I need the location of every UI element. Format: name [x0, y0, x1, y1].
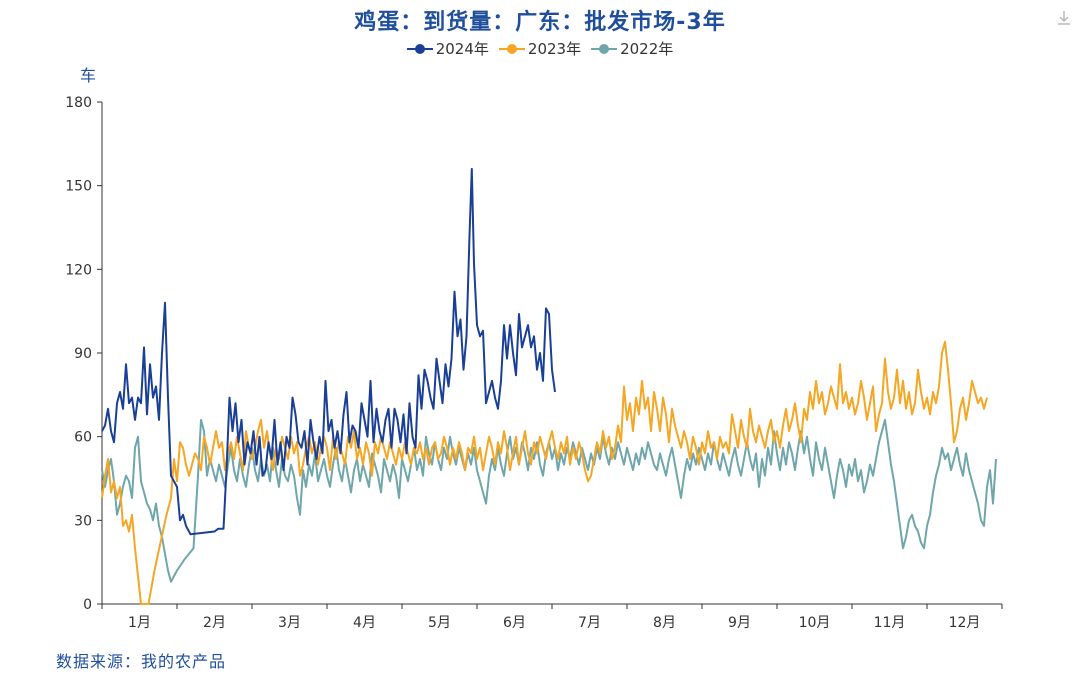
x-tick-label: 2月 [203, 615, 226, 631]
x-tick-label: 5月 [428, 615, 451, 631]
x-tick-label: 3月 [278, 615, 301, 631]
y-tick-label: 30 [74, 513, 92, 529]
x-tick-label: 9月 [728, 615, 751, 631]
y-tick-label: 180 [65, 95, 92, 111]
legend-label-2022: 2022年 [620, 40, 674, 58]
data-source-note: 数据来源：我的农产品 [56, 652, 227, 671]
x-tick-label: 7月 [578, 615, 601, 631]
y-axis-unit-label: 车 [80, 66, 97, 85]
legend-label-2023: 2023年 [527, 40, 582, 58]
chart-legend: 2024年 2023年 2022年 [0, 38, 1080, 59]
legend-swatch-2024 [406, 43, 433, 55]
x-tick-label: 1月 [128, 615, 151, 631]
x-tick-label: 6月 [503, 615, 526, 631]
series-line-2023 [101, 340, 988, 605]
series-line-2024 [101, 167, 556, 536]
legend-item-2023[interactable]: 2023年 [498, 38, 582, 59]
y-tick-label: 90 [74, 346, 92, 362]
y-tick-label: 120 [65, 262, 92, 278]
y-tick-label: 0 [83, 597, 92, 613]
y-tick-label: 150 [65, 179, 92, 195]
x-tick-label: 4月 [353, 615, 376, 631]
x-tick-label: 10月 [799, 615, 831, 631]
x-tick-label: 12月 [949, 615, 981, 631]
legend-label-2024: 2024年 [435, 40, 489, 58]
x-tick-label: 11月 [874, 615, 906, 631]
chart-series [101, 167, 997, 605]
legend-swatch-2023 [498, 43, 525, 55]
legend-item-2022[interactable]: 2022年 [591, 38, 673, 59]
download-icon[interactable] [1054, 8, 1074, 28]
chart-title: 鸡蛋：到货量：广东：批发市场-3年 [354, 10, 726, 35]
legend-swatch-2022 [591, 43, 618, 55]
chart-axes: 0 30 60 90 120 150 180 1月 2月 3月 4月 5月 6月 7月 8月 9月 10月 11月… [65, 95, 1003, 631]
y-tick-label: 60 [74, 430, 92, 446]
x-tick-label: 8月 [653, 615, 676, 631]
legend-item-2024[interactable]: 2024年 [406, 38, 489, 59]
